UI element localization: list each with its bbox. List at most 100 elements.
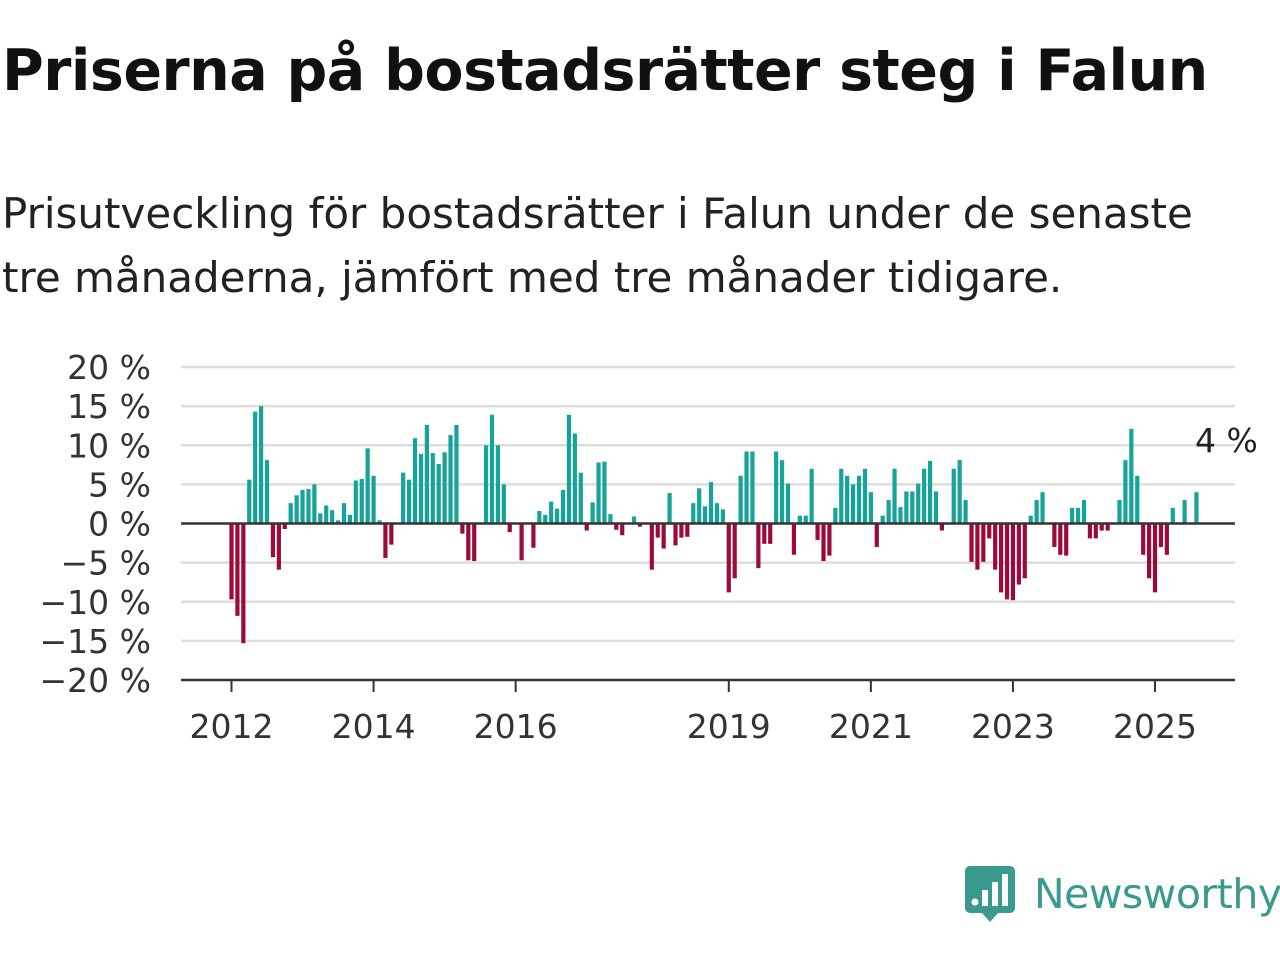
bar xyxy=(809,468,814,524)
bar xyxy=(981,523,986,562)
bar xyxy=(1081,500,1087,524)
bar xyxy=(300,489,305,524)
bar xyxy=(1093,523,1098,539)
bar xyxy=(1129,428,1134,524)
bar xyxy=(785,483,791,524)
bar xyxy=(637,523,643,527)
bar xyxy=(1135,475,1140,524)
bar xyxy=(880,515,885,524)
bar xyxy=(602,461,607,524)
bar xyxy=(1016,523,1021,585)
bar xyxy=(247,479,252,524)
bar xyxy=(631,516,637,524)
bar xyxy=(519,523,524,561)
bar xyxy=(821,523,826,562)
bar xyxy=(454,424,459,524)
y-tick-label: −15 % xyxy=(40,622,152,661)
labels: 20 %15 %10 %5 %0 %−5 %−10 %−15 %−20 % 201… xyxy=(40,348,1258,746)
bar xyxy=(762,523,767,544)
y-tick-label: −5 % xyxy=(61,544,152,583)
bar xyxy=(264,460,270,524)
bar xyxy=(1022,523,1027,579)
bar xyxy=(1158,523,1164,547)
bar xyxy=(294,495,299,524)
bar xyxy=(1052,523,1057,547)
bar xyxy=(590,502,595,524)
y-tick-label: 20 % xyxy=(67,348,151,387)
bar xyxy=(993,523,998,570)
y-tick-label: 10 % xyxy=(67,426,151,465)
bar xyxy=(383,523,388,558)
y-tick-label: 15 % xyxy=(67,387,151,426)
bar xyxy=(774,451,779,524)
bar xyxy=(448,435,453,524)
bar xyxy=(572,433,577,524)
bar xyxy=(975,523,980,570)
bar xyxy=(365,448,370,524)
bar xyxy=(750,451,755,524)
bar xyxy=(489,414,495,524)
bar xyxy=(566,414,572,524)
bar xyxy=(756,523,761,569)
y-tick-label: −10 % xyxy=(40,583,152,622)
bar xyxy=(963,500,968,524)
bar xyxy=(466,523,471,561)
bar xyxy=(904,491,909,524)
bar xyxy=(851,484,856,524)
bar xyxy=(768,523,773,544)
bar xyxy=(845,475,850,524)
bar xyxy=(460,523,465,534)
bar xyxy=(703,506,708,524)
bar xyxy=(779,460,785,524)
brand-name: Newsworthy xyxy=(1034,870,1280,918)
chart-subtitle: Prisutveckling för bostadsrätter i Falun… xyxy=(2,189,1193,302)
bar xyxy=(235,523,240,616)
bar xyxy=(898,507,903,524)
bar xyxy=(282,523,287,529)
bar xyxy=(543,514,548,524)
bar xyxy=(839,468,844,524)
y-tick-label: 5 % xyxy=(88,465,151,504)
bar xyxy=(430,453,435,524)
newsworthy-logo-icon xyxy=(965,866,1015,922)
bar xyxy=(501,484,506,524)
bar xyxy=(555,508,560,524)
bar xyxy=(886,500,891,524)
bar xyxy=(483,445,489,524)
bar xyxy=(537,510,542,524)
x-tick-label: 2021 xyxy=(829,707,913,746)
bar xyxy=(999,523,1004,593)
bar xyxy=(341,503,347,524)
bar xyxy=(922,468,927,524)
newsworthy-logo[interactable]: Newsworthy xyxy=(964,864,1280,924)
bars xyxy=(229,406,1199,644)
bar xyxy=(578,472,583,524)
value-annotation: 4 % xyxy=(1195,421,1258,460)
bar xyxy=(1182,500,1187,524)
bar xyxy=(401,472,406,524)
bar xyxy=(1028,515,1033,524)
bar xyxy=(939,523,944,531)
bar xyxy=(371,475,376,524)
bar xyxy=(1034,500,1039,524)
bar xyxy=(424,424,429,524)
bar xyxy=(1058,523,1063,555)
bar xyxy=(862,468,868,524)
bar xyxy=(270,523,276,558)
bar xyxy=(856,475,862,524)
bar xyxy=(347,514,352,524)
bar xyxy=(951,468,956,524)
bar xyxy=(1194,492,1199,524)
bar xyxy=(933,491,939,524)
bar xyxy=(679,523,684,538)
bar xyxy=(1010,523,1016,601)
bar xyxy=(655,523,660,538)
x-tick-label: 2023 xyxy=(971,707,1055,746)
bar xyxy=(797,515,802,524)
bar xyxy=(1152,523,1158,593)
bar xyxy=(318,513,323,524)
bar xyxy=(732,523,737,579)
bar xyxy=(330,510,335,524)
bar xyxy=(910,491,915,524)
bar xyxy=(1170,507,1175,524)
